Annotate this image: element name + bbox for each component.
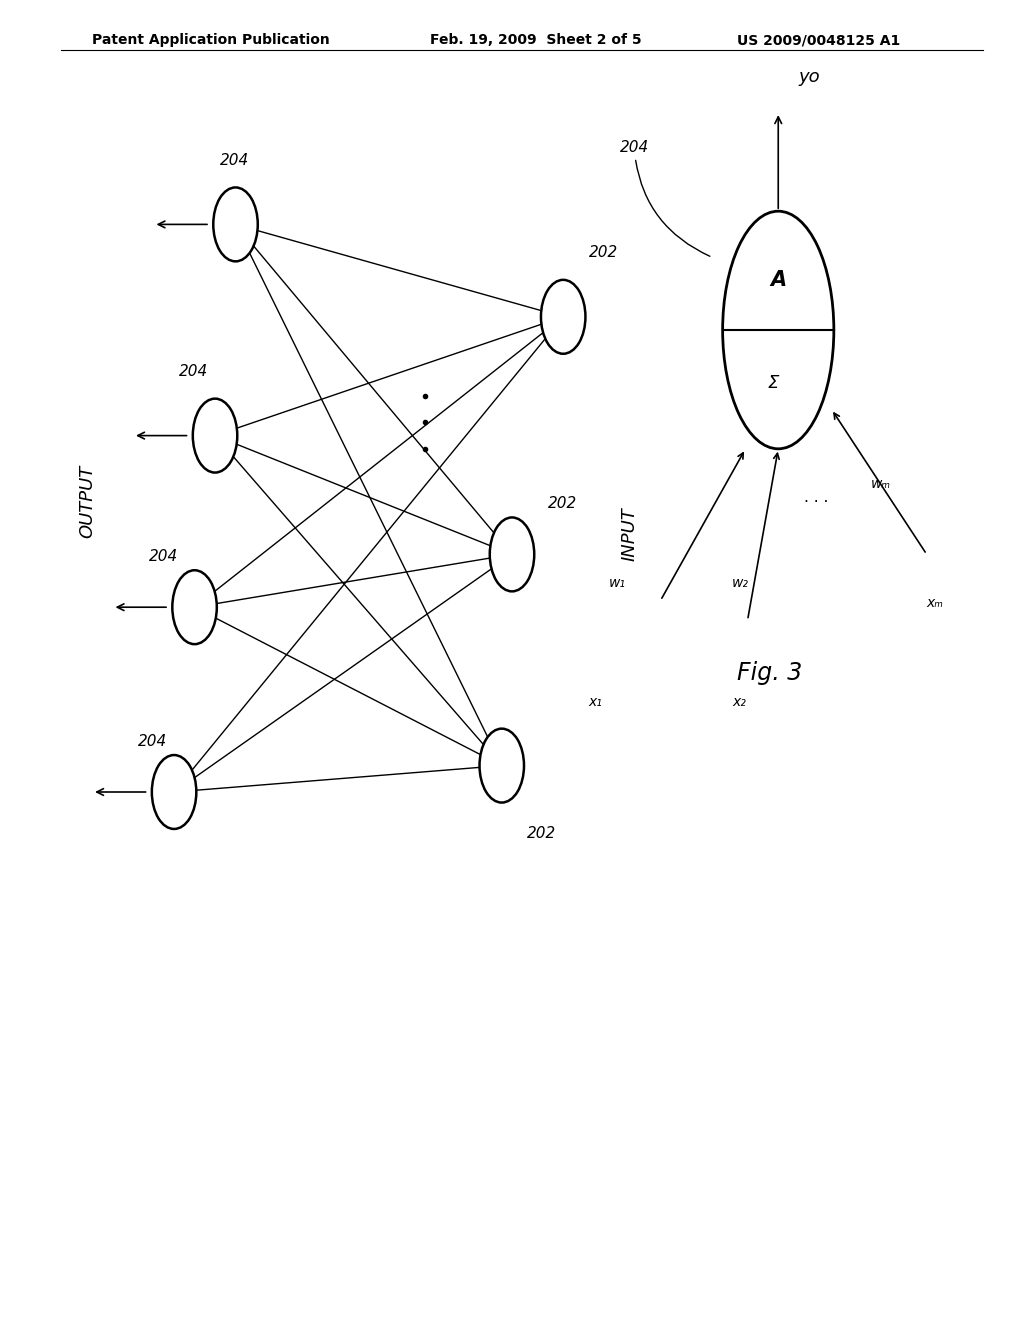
Text: yo: yo xyxy=(798,67,820,86)
Text: OUTPUT: OUTPUT xyxy=(78,465,96,539)
Text: 202: 202 xyxy=(589,246,618,260)
Text: w₁: w₁ xyxy=(609,577,627,590)
Text: INPUT: INPUT xyxy=(621,508,639,561)
Text: Fig. 3: Fig. 3 xyxy=(737,661,803,685)
Text: x₁: x₁ xyxy=(589,696,603,709)
Text: 204: 204 xyxy=(179,364,209,379)
Text: US 2009/0048125 A1: US 2009/0048125 A1 xyxy=(737,33,900,48)
Text: w₂: w₂ xyxy=(732,577,750,590)
Text: 204: 204 xyxy=(138,734,168,748)
Text: x₂: x₂ xyxy=(732,696,746,709)
Ellipse shape xyxy=(172,570,217,644)
Text: 202: 202 xyxy=(548,496,578,511)
Text: Σ: Σ xyxy=(767,374,779,392)
Ellipse shape xyxy=(152,755,197,829)
Ellipse shape xyxy=(723,211,834,449)
Ellipse shape xyxy=(541,280,586,354)
Text: 204: 204 xyxy=(620,140,710,256)
Ellipse shape xyxy=(489,517,535,591)
Text: xₘ: xₘ xyxy=(927,597,943,610)
Text: 202: 202 xyxy=(527,826,557,841)
Ellipse shape xyxy=(193,399,238,473)
Text: wₘ: wₘ xyxy=(870,478,891,491)
Text: A: A xyxy=(770,269,786,290)
Text: 204: 204 xyxy=(220,153,250,168)
Text: Feb. 19, 2009  Sheet 2 of 5: Feb. 19, 2009 Sheet 2 of 5 xyxy=(430,33,642,48)
Ellipse shape xyxy=(479,729,524,803)
Text: Patent Application Publication: Patent Application Publication xyxy=(92,33,330,48)
Ellipse shape xyxy=(213,187,258,261)
Text: 204: 204 xyxy=(148,549,178,564)
Text: . . .: . . . xyxy=(804,490,828,504)
